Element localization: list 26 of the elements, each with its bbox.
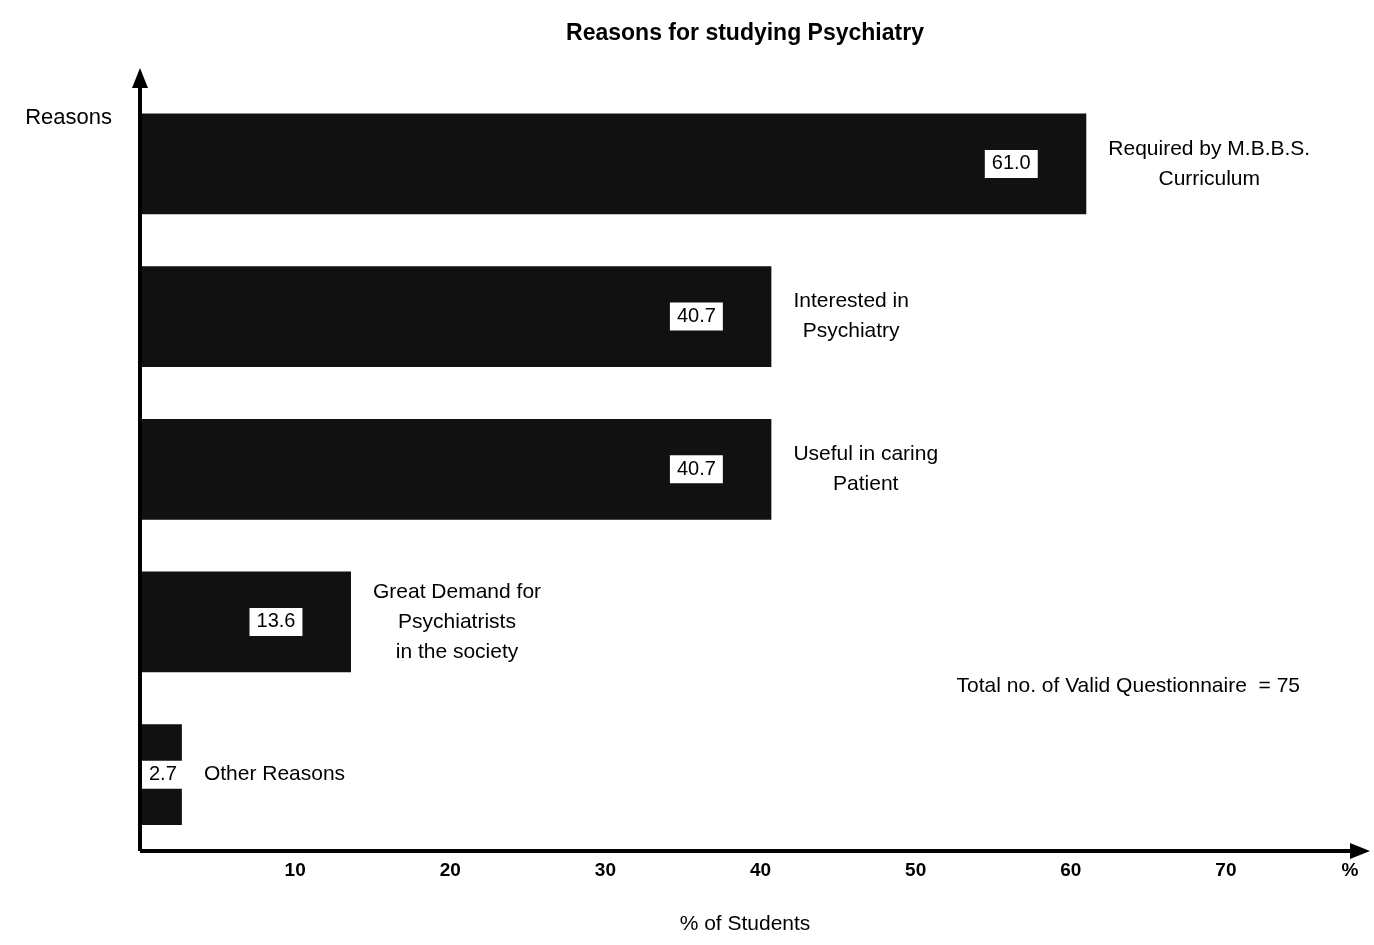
data-label: 40.7 [676,304,716,327]
x-tick-label: 50 [905,858,927,880]
y-tick-label: Useful in caring Patient [793,441,939,495]
x-tick-label: 10 [284,858,306,880]
y-tick-label: Other Reasons [203,761,346,785]
annotation: Total no. of Valid Questionnaire = 75 [956,672,1300,696]
data-label: 2.7 [149,762,177,785]
y-tick-label: Great Demand for Psychiatrists in the society [372,578,542,662]
x-tick-label: 20 [439,858,461,880]
x-tick-label: 60 [1060,858,1082,880]
y-tick-label: Interested in Psychiatry [793,288,909,342]
bar [140,266,772,367]
x-axis-title: % of Students [679,911,811,935]
x-tick-label: 30 [594,858,616,880]
data-label: 13.6 [256,609,296,632]
data-label: 40.7 [676,456,716,479]
x-tick-label: 40 [749,858,772,880]
bar [140,418,772,520]
x-tick-label: 70 [1215,858,1237,880]
x-tick-label: % [1341,858,1359,880]
y-tick-label: Required by M.B.B.S. Curriculum [1108,135,1311,189]
y-axis-title: Reasons [25,103,112,129]
bar [140,113,1087,215]
bar [140,571,351,673]
chart-title: Reasons for studying Psychiatry [566,19,925,46]
data-label: 61.0 [991,151,1031,174]
